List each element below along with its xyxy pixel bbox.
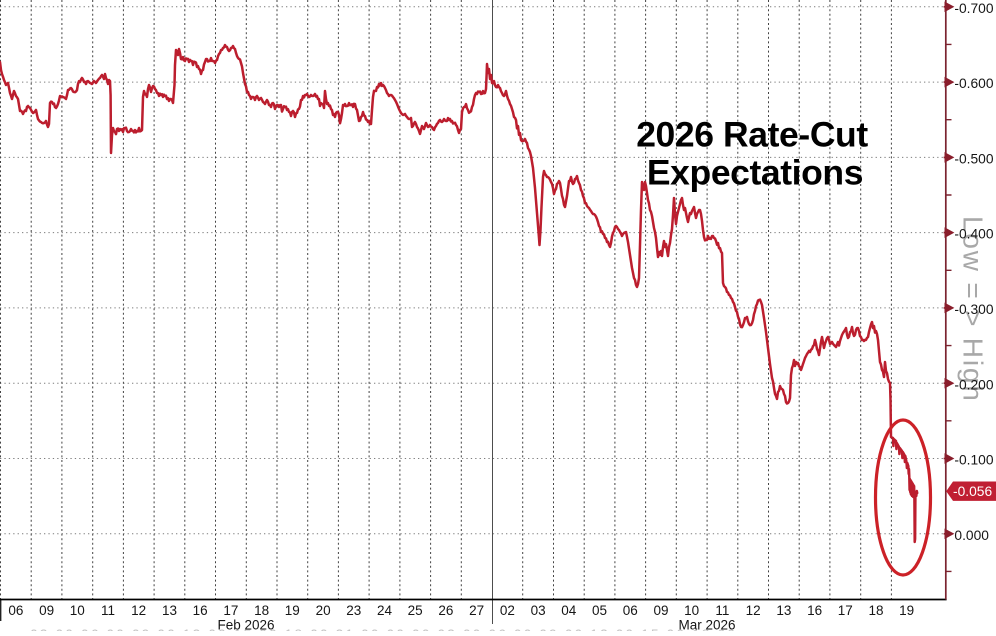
svg-text:20: 20 [316,603,331,618]
svg-text:06: 06 [623,603,638,618]
svg-text:03: 03 [531,603,546,618]
svg-text:23: 23 [346,603,361,618]
svg-text:-0.500: -0.500 [954,152,993,167]
svg-text:09: 09 [653,603,668,618]
svg-text:Low = > High: Low = > High [958,216,989,403]
svg-text:02: 02 [500,603,515,618]
svg-text:Expectations: Expectations [647,153,863,193]
svg-text:-0.400: -0.400 [954,227,993,242]
svg-text:03:00 06:00 09:00 12:00 15:00: 03:00 06:00 09:00 12:00 15:00 18:00 21:0… [30,626,737,631]
svg-text:26: 26 [438,603,453,618]
svg-text:16: 16 [193,603,208,618]
svg-text:19: 19 [285,603,300,618]
svg-text:18: 18 [868,603,883,618]
svg-text:13: 13 [776,603,791,618]
svg-text:10: 10 [684,603,699,618]
svg-text:09: 09 [39,603,54,618]
svg-text:06: 06 [8,603,23,618]
svg-text:17: 17 [223,603,238,618]
svg-text:-0.300: -0.300 [954,302,993,317]
svg-text:27: 27 [469,603,484,618]
svg-text:2026 Rate-Cut: 2026 Rate-Cut [636,114,868,154]
svg-text:-0.056: -0.056 [953,484,992,499]
svg-text:13: 13 [162,603,177,618]
svg-text:11: 11 [715,603,729,618]
svg-text:19: 19 [899,603,914,618]
svg-text:-0.200: -0.200 [954,377,993,392]
svg-text:12: 12 [746,603,761,618]
svg-text:0.000: 0.000 [954,528,989,543]
svg-text:18: 18 [254,603,269,618]
svg-text:10: 10 [70,603,85,618]
svg-text:-0.600: -0.600 [954,76,993,91]
svg-text:25: 25 [408,603,423,618]
svg-text:16: 16 [807,603,822,618]
svg-text:Mar 2026: Mar 2026 [678,618,735,632]
svg-text:17: 17 [838,603,853,618]
svg-text:04: 04 [561,603,577,618]
svg-text:-0.700: -0.700 [954,1,993,16]
svg-text:11: 11 [101,603,115,618]
svg-text:12: 12 [131,603,146,618]
svg-text:Feb 2026: Feb 2026 [217,618,274,632]
svg-text:05: 05 [592,603,607,618]
svg-text:24: 24 [377,603,393,618]
svg-text:-0.100: -0.100 [954,453,993,468]
